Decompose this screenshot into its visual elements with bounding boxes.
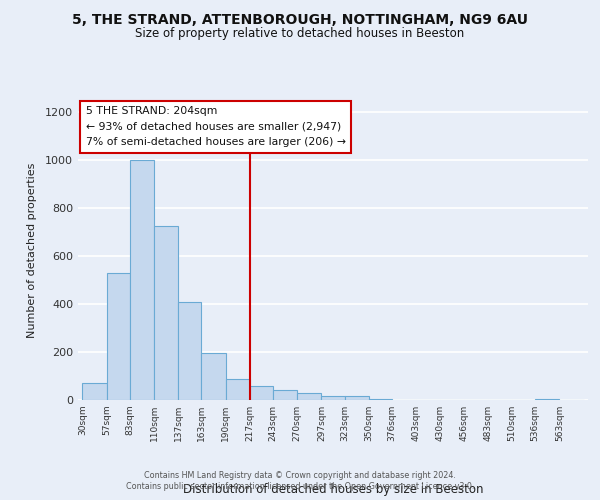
Text: 5, THE STRAND, ATTENBOROUGH, NOTTINGHAM, NG9 6AU: 5, THE STRAND, ATTENBOROUGH, NOTTINGHAM,…	[72, 12, 528, 26]
Bar	[82, 383, 107, 400]
Bar	[107, 273, 130, 400]
Bar	[273, 390, 297, 400]
Bar	[369, 399, 392, 400]
X-axis label: Distribution of detached houses by size in Beeston: Distribution of detached houses by size …	[183, 483, 483, 496]
Bar	[202, 352, 226, 400]
Bar	[322, 396, 344, 400]
Bar	[130, 160, 154, 400]
Y-axis label: Number of detached properties: Number of detached properties	[26, 162, 37, 338]
Text: Size of property relative to detached houses in Beeston: Size of property relative to detached ho…	[136, 28, 464, 40]
Text: 5 THE STRAND: 204sqm
← 93% of detached houses are smaller (2,947)
7% of semi-det: 5 THE STRAND: 204sqm ← 93% of detached h…	[86, 106, 346, 147]
Bar	[535, 399, 559, 400]
Text: Contains public sector information licensed under the Open Government Licence v3: Contains public sector information licen…	[126, 482, 474, 491]
Bar	[178, 302, 202, 400]
Text: Contains HM Land Registry data © Crown copyright and database right 2024.: Contains HM Land Registry data © Crown c…	[144, 471, 456, 480]
Bar	[297, 394, 322, 400]
Bar	[154, 226, 178, 400]
Bar	[344, 396, 369, 400]
Bar	[250, 386, 273, 400]
Bar	[226, 379, 250, 400]
